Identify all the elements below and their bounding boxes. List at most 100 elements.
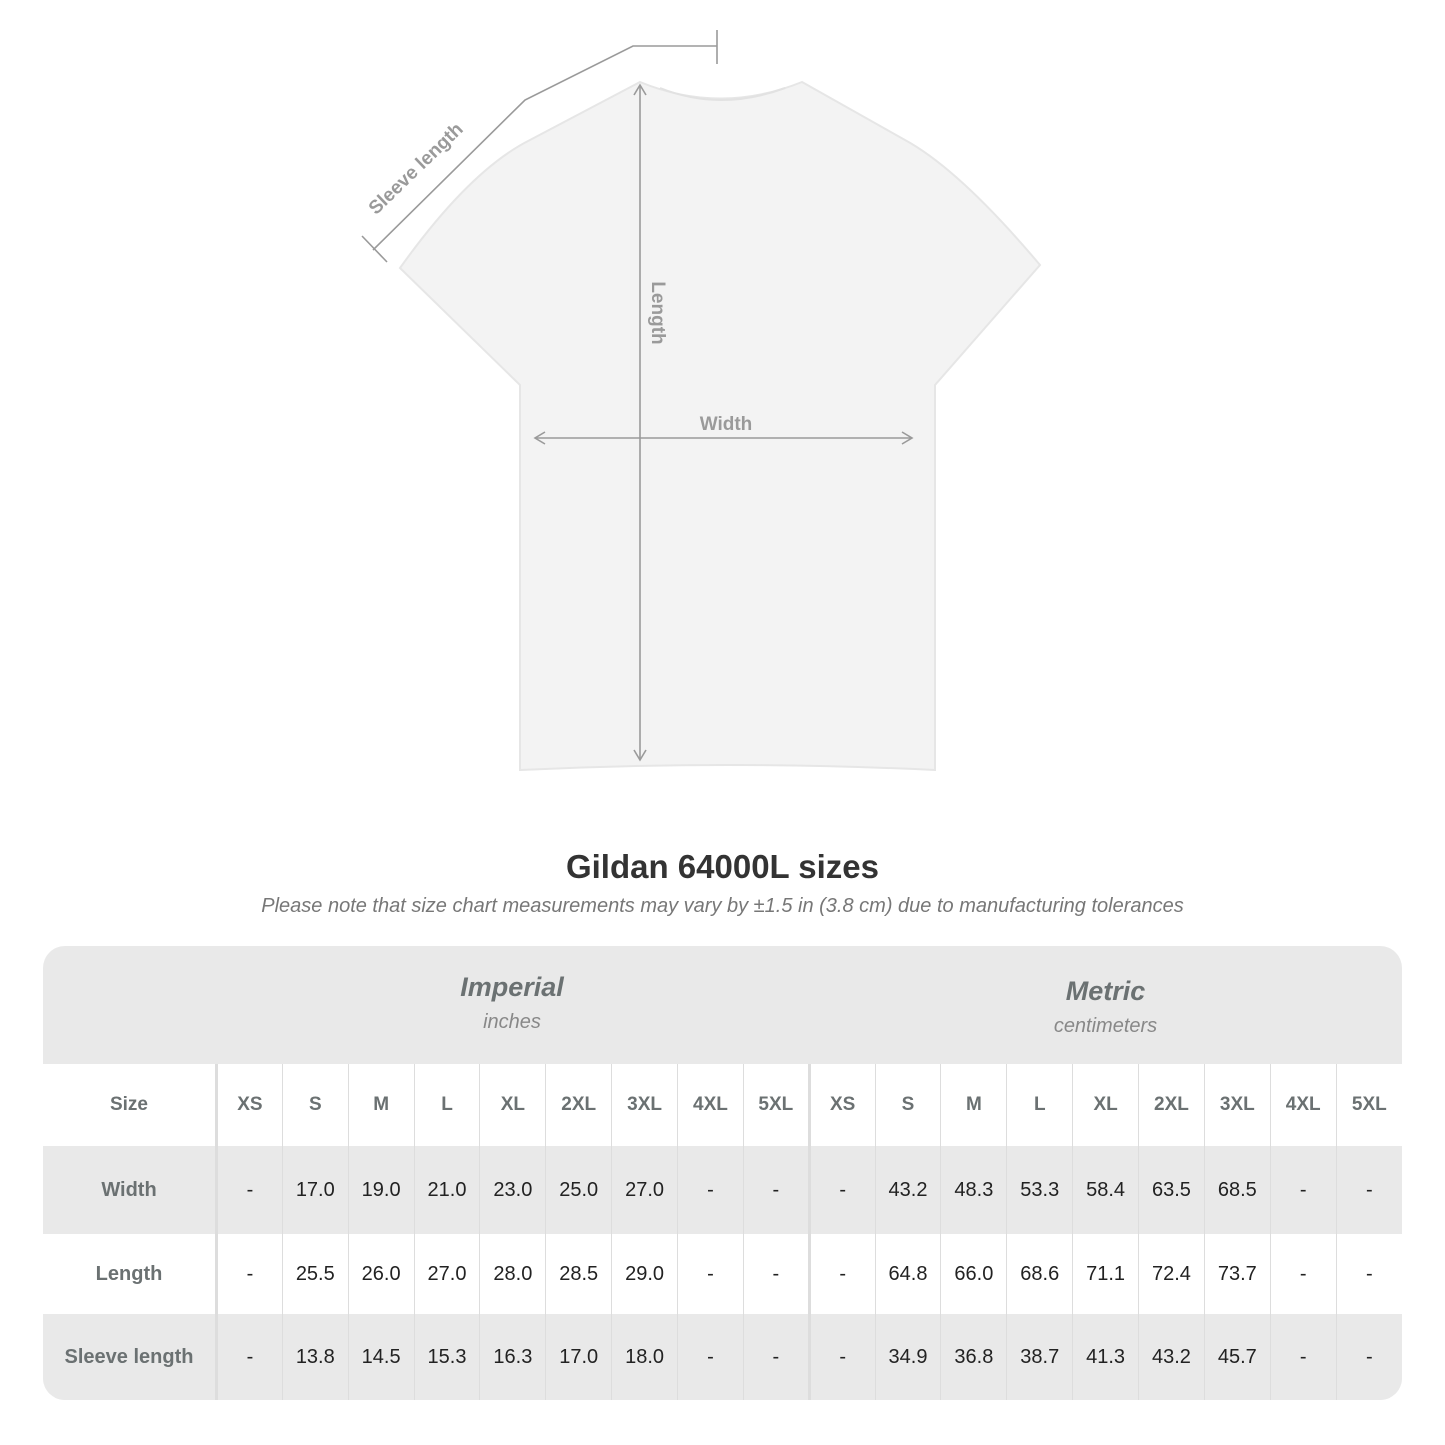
metric-header: Metric centimeters: [809, 946, 1402, 1094]
metric-value-cell: 68.5: [1203, 1146, 1271, 1234]
imperial-size-xs: XS: [216, 1064, 283, 1146]
metric-value-cell: 38.7: [1006, 1314, 1073, 1400]
metric-value-cell: 43.2: [874, 1146, 941, 1234]
metric-size-xs: XS: [807, 1064, 876, 1146]
imperial-size-4xl: 4XL: [677, 1064, 744, 1146]
imperial-title: Imperial: [460, 972, 564, 1002]
imperial-value-cell: 25.5: [281, 1234, 349, 1314]
metric-value-cell: -: [807, 1234, 876, 1314]
metric-value-cell: -: [807, 1146, 876, 1234]
metric-value-cell: 66.0: [940, 1234, 1007, 1314]
imperial-value-cell: -: [677, 1314, 744, 1400]
imperial-value-cell: 21.0: [413, 1146, 480, 1234]
imperial-size-m: M: [347, 1064, 415, 1146]
size-table: Size XS S M L XL 2XL 3XL 4XL 5XL XS S M L XL 2XL 3XL 4XL 5…: [43, 1064, 1402, 1400]
width-arrow-left: [533, 431, 546, 445]
metric-title: Metric: [1065, 976, 1146, 1006]
imperial-value-cell: 14.5: [347, 1314, 415, 1400]
imperial-value-cell: -: [742, 1314, 810, 1400]
sleeve-start-tick: [361, 235, 388, 263]
row-label: Length: [43, 1234, 218, 1314]
imperial-value-cell: 16.3: [479, 1314, 546, 1400]
metric-value-cell: -: [1335, 1234, 1402, 1314]
table-row: Width -17.0 19.0 21.0 23.0 25.0 27.0- - -43.2 48.…: [43, 1146, 1402, 1234]
row-label: Sleeve length: [43, 1314, 218, 1400]
imperial-size-5xl: 5XL: [742, 1064, 810, 1146]
width-label: Width: [700, 414, 753, 435]
table-row: Length -25.5 26.0 27.0 28.0 28.5 29.0- - -64.8 66…: [43, 1234, 1402, 1314]
imperial-value-cell: 18.0: [611, 1314, 678, 1400]
metric-size-m: M: [940, 1064, 1007, 1146]
length-label: Length: [647, 281, 668, 344]
metric-value-cell: 68.6: [1006, 1234, 1073, 1314]
imperial-value-cell: 27.0: [611, 1146, 678, 1234]
metric-value-cell: -: [1335, 1314, 1402, 1400]
imperial-value-cell: -: [677, 1234, 744, 1314]
imperial-size-3xl: 3XL: [611, 1064, 678, 1146]
length-arrow-bottom: [633, 749, 647, 762]
imperial-value-cell: -: [216, 1146, 283, 1234]
size-row-label: Size: [43, 1064, 218, 1146]
size-header-row: Size XS S M L XL 2XL 3XL 4XL 5XL XS S M L XL 2XL 3XL 4XL 5…: [43, 1064, 1402, 1146]
imperial-value-cell: -: [677, 1146, 744, 1234]
imperial-size-2xl: 2XL: [545, 1064, 612, 1146]
metric-value-cell: -: [1269, 1234, 1337, 1314]
metric-size-5xl: 5XL: [1335, 1064, 1402, 1146]
table-row: Sleeve length -13.8 14.5 15.3 16.3 17.0 18.0- -…: [43, 1314, 1402, 1400]
metric-value-cell: 72.4: [1138, 1234, 1205, 1314]
metric-value-cell: 36.8: [940, 1314, 1007, 1400]
metric-value-cell: -: [807, 1314, 876, 1400]
imperial-value-cell: 28.5: [545, 1234, 612, 1314]
imperial-value-cell: -: [216, 1234, 283, 1314]
imperial-value-cell: -: [742, 1146, 810, 1234]
tolerance-note: Please note that size chart measurements…: [261, 895, 1184, 917]
width-arrow-right: [901, 431, 914, 445]
imperial-value-cell: 15.3: [413, 1314, 480, 1400]
metric-size-2xl: 2XL: [1138, 1064, 1205, 1146]
metric-value-cell: 58.4: [1072, 1146, 1139, 1234]
metric-value-cell: 43.2: [1138, 1314, 1205, 1400]
metric-unit: centimeters: [1053, 1015, 1158, 1037]
length-arrow-top: [633, 83, 647, 96]
metric-value-cell: 64.8: [874, 1234, 941, 1314]
metric-size-s: S: [874, 1064, 941, 1146]
collar-seam: [659, 87, 786, 101]
imperial-value-cell: 26.0: [347, 1234, 415, 1314]
metric-value-cell: 73.7: [1203, 1234, 1271, 1314]
metric-value-cell: 71.1: [1072, 1234, 1139, 1314]
imperial-value-cell: 13.8: [281, 1314, 349, 1400]
imperial-value-cell: -: [742, 1234, 810, 1314]
metric-value-cell: 45.7: [1203, 1314, 1271, 1400]
imperial-value-cell: 23.0: [479, 1146, 546, 1234]
imperial-value-cell: 29.0: [611, 1234, 678, 1314]
imperial-size-xl: XL: [479, 1064, 546, 1146]
metric-value-cell: -: [1335, 1146, 1402, 1234]
metric-value-cell: 63.5: [1138, 1146, 1205, 1234]
row-label: Width: [43, 1146, 218, 1234]
imperial-value-cell: 17.0: [545, 1314, 612, 1400]
metric-size-xl: XL: [1072, 1064, 1139, 1146]
imperial-unit: inches: [483, 1011, 541, 1033]
sleeve-measure-line: [372, 45, 717, 251]
metric-value-cell: 48.3: [940, 1146, 1007, 1234]
imperial-size-s: S: [281, 1064, 349, 1146]
imperial-value-cell: 27.0: [413, 1234, 480, 1314]
imperial-size-l: L: [413, 1064, 480, 1146]
size-table-card: Imperial inches Metric centimeters Size X…: [43, 946, 1402, 1400]
metric-value-cell: -: [1269, 1146, 1337, 1234]
tshirt-diagram: Sleeve length Length Width: [361, 30, 1042, 772]
metric-value-cell: -: [1269, 1314, 1337, 1400]
metric-value-cell: 41.3: [1072, 1314, 1139, 1400]
metric-size-l: L: [1006, 1064, 1073, 1146]
imperial-value-cell: 28.0: [479, 1234, 546, 1314]
imperial-header: Imperial inches: [215, 946, 809, 1090]
metric-value-cell: 53.3: [1006, 1146, 1073, 1234]
imperial-value-cell: 17.0: [281, 1146, 349, 1234]
page-title: Gildan 64000L sizes: [565, 848, 880, 885]
imperial-value-cell: -: [216, 1314, 283, 1400]
imperial-value-cell: 19.0: [347, 1146, 415, 1234]
metric-size-4xl: 4XL: [1269, 1064, 1337, 1146]
metric-value-cell: 34.9: [874, 1314, 941, 1400]
imperial-value-cell: 25.0: [545, 1146, 612, 1234]
metric-size-3xl: 3XL: [1203, 1064, 1271, 1146]
